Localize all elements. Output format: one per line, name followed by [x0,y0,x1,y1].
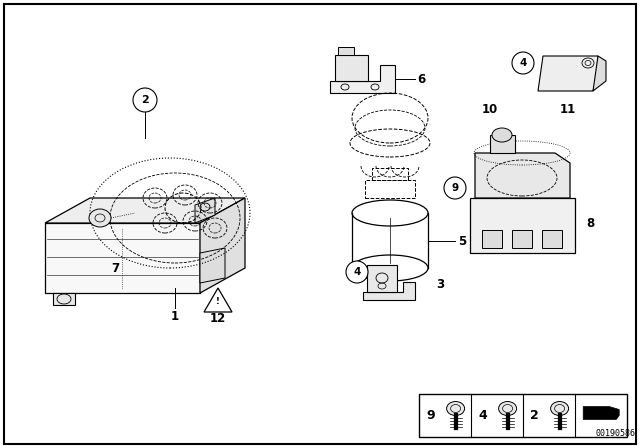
Text: 4: 4 [353,267,361,277]
Polygon shape [45,223,200,293]
Text: 1: 1 [171,310,179,323]
Polygon shape [470,198,575,253]
Bar [512,230,532,248]
Ellipse shape [550,401,568,416]
Bar [542,230,562,248]
Polygon shape [593,56,606,91]
Text: 4: 4 [519,58,527,68]
Text: 2: 2 [531,409,539,422]
Text: 3: 3 [436,279,444,292]
Text: 9: 9 [451,183,459,193]
Text: 00190586: 00190586 [596,429,636,438]
Text: 8: 8 [586,216,594,229]
Polygon shape [335,55,368,81]
Circle shape [512,52,534,74]
Polygon shape [53,293,75,305]
Text: 10: 10 [482,103,498,116]
Circle shape [444,177,466,199]
Bar [338,47,354,55]
Polygon shape [475,153,570,198]
Circle shape [346,261,368,283]
Polygon shape [538,56,598,91]
Text: !: ! [216,297,220,306]
Polygon shape [195,198,215,223]
Polygon shape [200,248,225,283]
Text: 12: 12 [210,311,226,324]
Text: 5: 5 [458,234,466,247]
Text: 9: 9 [426,409,435,422]
Ellipse shape [492,128,512,142]
Polygon shape [363,282,415,300]
Ellipse shape [499,401,516,416]
Polygon shape [583,406,620,419]
Bar [419,394,627,437]
Polygon shape [490,135,515,153]
Ellipse shape [352,255,428,281]
Circle shape [133,88,157,112]
Text: 6: 6 [417,73,425,86]
Text: 4: 4 [478,409,487,422]
Polygon shape [330,65,395,93]
Polygon shape [200,198,245,293]
Bar [482,230,502,248]
Text: 7: 7 [111,262,119,275]
Text: 2: 2 [141,95,149,105]
Polygon shape [45,198,245,223]
Ellipse shape [89,209,111,227]
Text: 11: 11 [560,103,576,116]
Polygon shape [367,265,397,292]
Ellipse shape [352,200,428,226]
Ellipse shape [447,401,465,416]
